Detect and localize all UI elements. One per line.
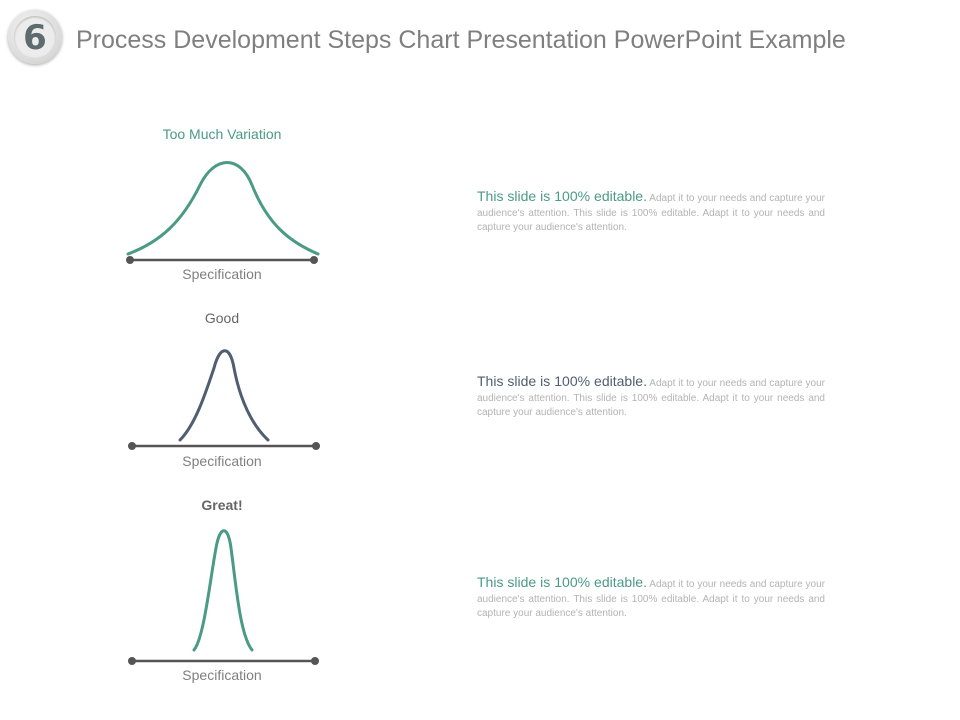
narrow-bell-curve (128, 529, 319, 665)
slide-number: 6 (14, 16, 56, 58)
description-1: This slide is 100% editable. Adapt it to… (477, 189, 825, 236)
description-3-body: Adapt it to your needs and capture your … (477, 579, 825, 620)
description-3: This slide is 100% editable. Adapt it to… (477, 575, 825, 622)
axis-endpoint-right-3 (311, 657, 319, 665)
narrow-bell-curve-line (192, 529, 254, 652)
description-3-lead: This slide is 100% editable. (477, 574, 647, 590)
slide-number-badge: 6 (8, 10, 62, 64)
axis-endpoint-left-1 (126, 256, 134, 264)
medium-bell-curve-line (178, 349, 270, 442)
description-1-body: Adapt it to your needs and capture your … (477, 193, 825, 234)
wide-bell-curve (126, 161, 320, 264)
curve-label-great: Great! (201, 497, 243, 513)
description-2-lead: This slide is 100% editable. (477, 373, 647, 389)
axis-endpoint-left-3 (128, 657, 136, 665)
axis-endpoint-right-1 (310, 256, 318, 264)
description-1-lead: This slide is 100% editable. (477, 188, 647, 204)
specification-label-3: Specification (182, 667, 262, 683)
description-2: This slide is 100% editable. Adapt it to… (477, 374, 825, 421)
axis-endpoint-left-2 (128, 442, 136, 450)
wide-bell-curve-line (126, 161, 320, 256)
axis-endpoint-right-2 (312, 442, 320, 450)
medium-bell-curve (128, 349, 320, 450)
specification-label-2: Specification (182, 453, 262, 469)
curve-label-too-much-variation: Too Much Variation (162, 126, 282, 142)
slide-title: Process Development Steps Chart Presenta… (76, 26, 846, 54)
curve-label-good: Good (204, 310, 240, 326)
specification-label-1: Specification (182, 266, 262, 282)
description-2-body: Adapt it to your needs and capture your … (477, 378, 825, 419)
